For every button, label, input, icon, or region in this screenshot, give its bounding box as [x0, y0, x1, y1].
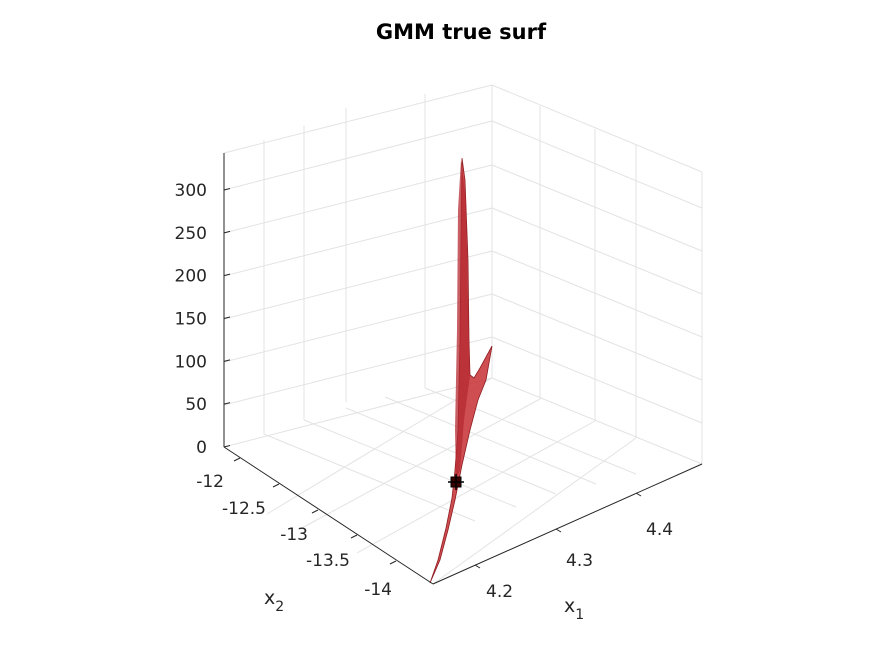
- z-tick-label: 150: [175, 310, 207, 330]
- x2-tick-mark: [311, 509, 319, 514]
- x2-axis-line: [223, 446, 434, 585]
- z-tick-label: 200: [175, 267, 207, 287]
- x1-tick-mark: [555, 528, 562, 533]
- x2-tick-mark: [389, 560, 397, 565]
- z-tick-label: 250: [175, 224, 207, 244]
- x2-tick-mark: [350, 534, 358, 539]
- x1-axis-line: [432, 463, 703, 585]
- z-tick-mark: [223, 445, 231, 448]
- x1-tick-label: 4.2: [486, 582, 513, 602]
- x1-axis-label-subscript: 1: [575, 607, 584, 623]
- x1-axis-label-base: x: [564, 595, 575, 617]
- x1-tick-label: 4.3: [566, 551, 593, 571]
- z-tick-mark: [223, 316, 231, 319]
- x2-tick-mark: [233, 457, 241, 462]
- surface-shading: [455, 160, 470, 480]
- z-tick-mark: [223, 188, 231, 191]
- x1-tick-label: 4.4: [646, 520, 673, 540]
- z-tick-label: 0: [196, 438, 207, 458]
- tick-labels: 0 50 100 150 200 250 300 -12 -12.5 -13 -13.5 -14 4.2…: [175, 181, 674, 602]
- z-tick-label: 100: [175, 352, 207, 372]
- x2-tick-label: -13.5: [306, 551, 350, 571]
- chart-title: GMM true surf: [376, 20, 547, 44]
- z-tick-label: 300: [175, 181, 207, 201]
- x2-tick-label: -14: [364, 580, 392, 600]
- x2-tick-label: -13: [280, 525, 308, 545]
- x2-axis-label-base: x: [264, 587, 275, 609]
- z-tick-mark: [223, 230, 231, 234]
- minimum-marker: [448, 474, 464, 490]
- x1-tick-mark: [635, 492, 642, 497]
- z-tick-label: 50: [185, 395, 207, 415]
- grid-lines: [223, 84, 703, 585]
- x1-axis-label: x1: [564, 595, 584, 623]
- surface-plot: [429, 157, 493, 584]
- x2-tick-label: -12: [196, 472, 224, 492]
- x2-tick-mark: [272, 483, 280, 488]
- z-tick-mark: [223, 359, 231, 362]
- axes: [223, 153, 703, 585]
- x1-tick-mark: [474, 564, 481, 569]
- x2-axis-label-subscript: 2: [275, 599, 284, 615]
- z-tick-mark: [223, 273, 231, 277]
- x2-tick-label: -12.5: [222, 499, 266, 519]
- x2-axis-label: x2: [264, 587, 284, 615]
- z-tick-mark: [223, 402, 231, 405]
